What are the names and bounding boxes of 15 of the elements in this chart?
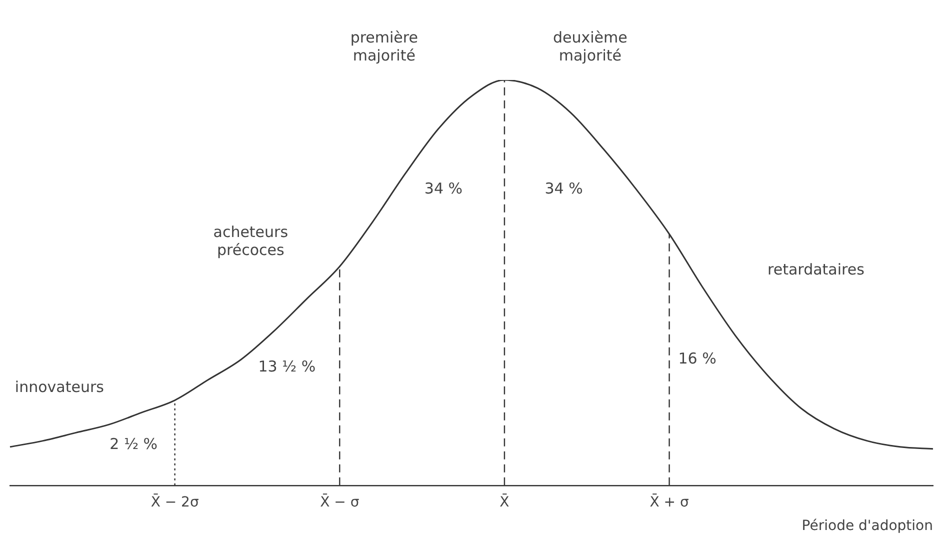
annotation: retardataires <box>768 260 865 278</box>
x-tick-label: X̄ − 2σ <box>150 492 199 510</box>
annotation: acheteurs précoces <box>213 223 288 260</box>
text: deuxième majorité <box>552 28 628 64</box>
annotation: 34 % <box>424 179 463 198</box>
annotation: 34 % <box>544 179 583 198</box>
annotation: 16 % <box>678 350 716 368</box>
text: première majorité <box>350 28 418 64</box>
x-axis-title: Période d'adoption <box>802 518 933 534</box>
x-tick-label: X̄ <box>500 492 510 510</box>
annotation: 13 ½ % <box>258 358 316 376</box>
x-tick-label: X̄ + σ <box>650 492 689 510</box>
x-tick-label: X̄ − σ <box>320 492 360 510</box>
annotation: 2 ½ % <box>110 434 158 453</box>
annotation: innovateurs <box>14 378 104 396</box>
